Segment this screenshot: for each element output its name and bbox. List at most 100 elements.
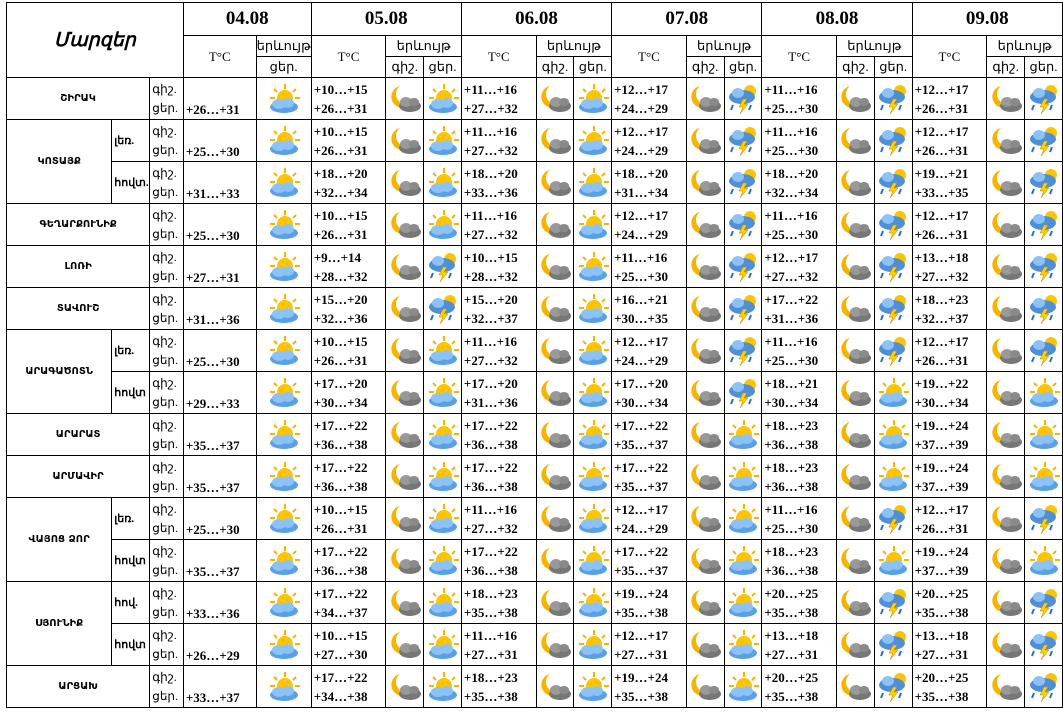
weather-icon-cell xyxy=(685,665,725,708)
weather-icon-cell xyxy=(685,581,725,624)
day-temp: +27…+31 xyxy=(914,646,969,662)
night-temp: +11…+16 xyxy=(764,123,818,139)
weather-icon-cell xyxy=(535,455,575,498)
icon-sun-cloud xyxy=(578,503,609,533)
weather-icon-cell xyxy=(723,203,763,246)
weather-icon-cell xyxy=(723,497,763,540)
weather-icon-cell xyxy=(423,287,462,330)
region-row: ԼՈՌԻ գիշ. ցեր. +27…+31 +9…+14 +28…+32 +10…+15 +… xyxy=(5,245,1063,288)
night-temp: +17…+22 xyxy=(463,543,518,559)
night-temp: +11…+16 xyxy=(764,333,818,349)
icon-storm xyxy=(1029,126,1057,156)
icon-sun-cloud xyxy=(578,209,609,239)
weather-icon-cell xyxy=(836,119,875,162)
day-label: ցեր. xyxy=(152,562,179,577)
temp-cell: +10…+15 +27…+30 xyxy=(310,623,387,666)
zone: լեռ. xyxy=(111,497,151,540)
weather-icon-cell xyxy=(723,287,763,330)
icon-moon-cloud xyxy=(391,421,421,448)
temp-cell: +15…+20 +32…+36 xyxy=(310,287,387,330)
temp-cell: +10…+15 +26…+31 xyxy=(310,203,387,246)
weather-icon-cell xyxy=(873,413,913,456)
day-temp: +25…+30 xyxy=(614,268,668,284)
weather-icon-cell xyxy=(836,539,875,582)
temp-cell: +19…+24 +37…+39 xyxy=(911,539,988,582)
icon-storm xyxy=(428,252,456,282)
weather-icon-cell xyxy=(535,77,575,120)
region-row: ԱՐՑԱԽ գիշ. ցեր. +33…+37 +17…+22 +34…+38 +18…+2… xyxy=(5,665,1063,708)
weather-icon-cell xyxy=(723,329,763,372)
region-row: ՇԻՐԱԿ գիշ. ցեր. +26…+31 +10…+15 +26…+31 +11…+1… xyxy=(5,77,1063,120)
weather-icon-cell xyxy=(535,287,575,330)
night-temp: +10…+15 xyxy=(313,207,368,223)
weather-icon-cell xyxy=(573,539,613,582)
day-temp: +32…+36 xyxy=(313,310,368,326)
day-temp: +24…+29 xyxy=(614,226,668,242)
day-temp: +35…+37 xyxy=(614,478,668,494)
first-day-temp: +25…+30 xyxy=(182,203,257,246)
icon-storm xyxy=(879,630,907,660)
day-temp: +36…+38 xyxy=(463,478,518,494)
icon-sun-cloud xyxy=(578,629,609,659)
period-labels: գիշ. ցեր. xyxy=(149,665,184,708)
temp-cell: +19…+24 +37…+39 xyxy=(911,455,988,498)
icon-moon-cloud xyxy=(691,127,722,154)
weather-icon-cell xyxy=(255,329,312,372)
day-temp: +36…+38 xyxy=(764,562,819,578)
night-temp: +18…+20 xyxy=(313,165,368,181)
night-label: գիշ. xyxy=(152,249,177,264)
night-temp: +17…+20 xyxy=(463,375,518,391)
icon-storm xyxy=(879,336,907,366)
icon-sun-cloud xyxy=(578,167,609,197)
icon-sun-cloud xyxy=(269,293,300,323)
icon-moon-cloud xyxy=(691,253,722,280)
period-labels: գիշ. ցեր. xyxy=(149,497,184,540)
weather-icon-cell xyxy=(535,119,575,162)
weather-icon-cell xyxy=(986,665,1025,708)
temp-cell: +11…+16 +27…+32 xyxy=(460,497,537,540)
night-temp: +18…+21 xyxy=(764,375,819,391)
date-header: 04.08 xyxy=(182,2,312,36)
night-temp: +18…+20 xyxy=(764,165,819,181)
night-temp: +19…+24 xyxy=(914,543,969,559)
icon-moon-cloud xyxy=(841,211,872,238)
icon-sun-cloud xyxy=(269,587,300,617)
temp-cell: +12…+17 +24…+29 xyxy=(611,329,687,372)
night-temp: +12…+17 xyxy=(614,81,668,97)
weather-icon-cell xyxy=(986,455,1025,498)
day-temp: +36…+38 xyxy=(463,562,518,578)
weather-icon-cell xyxy=(685,77,725,120)
weather-icon-cell xyxy=(573,371,613,414)
day-temp: +25…+30 xyxy=(764,226,819,242)
icon-moon-cloud xyxy=(991,547,1022,574)
night-temp: +10…+15 xyxy=(313,81,368,97)
zone: հովտ. xyxy=(111,161,151,204)
day-temp: +26…+31 xyxy=(914,226,969,242)
day-temp: +26…+31 xyxy=(914,100,969,116)
weather-icon-cell xyxy=(255,119,312,162)
temp-header: T°C xyxy=(911,35,988,78)
icon-storm xyxy=(879,84,907,114)
period-labels: գիշ. ցեր. xyxy=(149,203,184,246)
temp-cell: +11…+16 +25…+30 xyxy=(761,203,837,246)
weather-icon-cell xyxy=(1024,413,1063,456)
day-header: ցեր. xyxy=(255,56,312,78)
weather-icon-cell xyxy=(535,371,575,414)
icon-moon-cloud xyxy=(541,463,571,490)
date-header: 07.08 xyxy=(611,2,763,36)
night-header: գիշ. xyxy=(385,56,425,78)
weather-icon-cell xyxy=(423,119,462,162)
day-temp: +24…+29 xyxy=(614,142,668,158)
night-label: գիշ. xyxy=(152,165,177,180)
icon-storm xyxy=(1029,84,1057,114)
icon-storm xyxy=(728,294,756,324)
day-temp: +36…+38 xyxy=(463,436,518,452)
weather-icon-cell xyxy=(685,119,725,162)
icon-sun-cloud xyxy=(1029,419,1060,449)
weather-icon-cell xyxy=(685,329,725,372)
weather-icon-cell xyxy=(255,455,312,498)
day-temp: +32…+37 xyxy=(463,310,518,326)
night-temp: +17…+22 xyxy=(463,459,518,475)
day-temp: +27…+32 xyxy=(463,520,518,536)
icon-moon-cloud xyxy=(841,547,872,574)
